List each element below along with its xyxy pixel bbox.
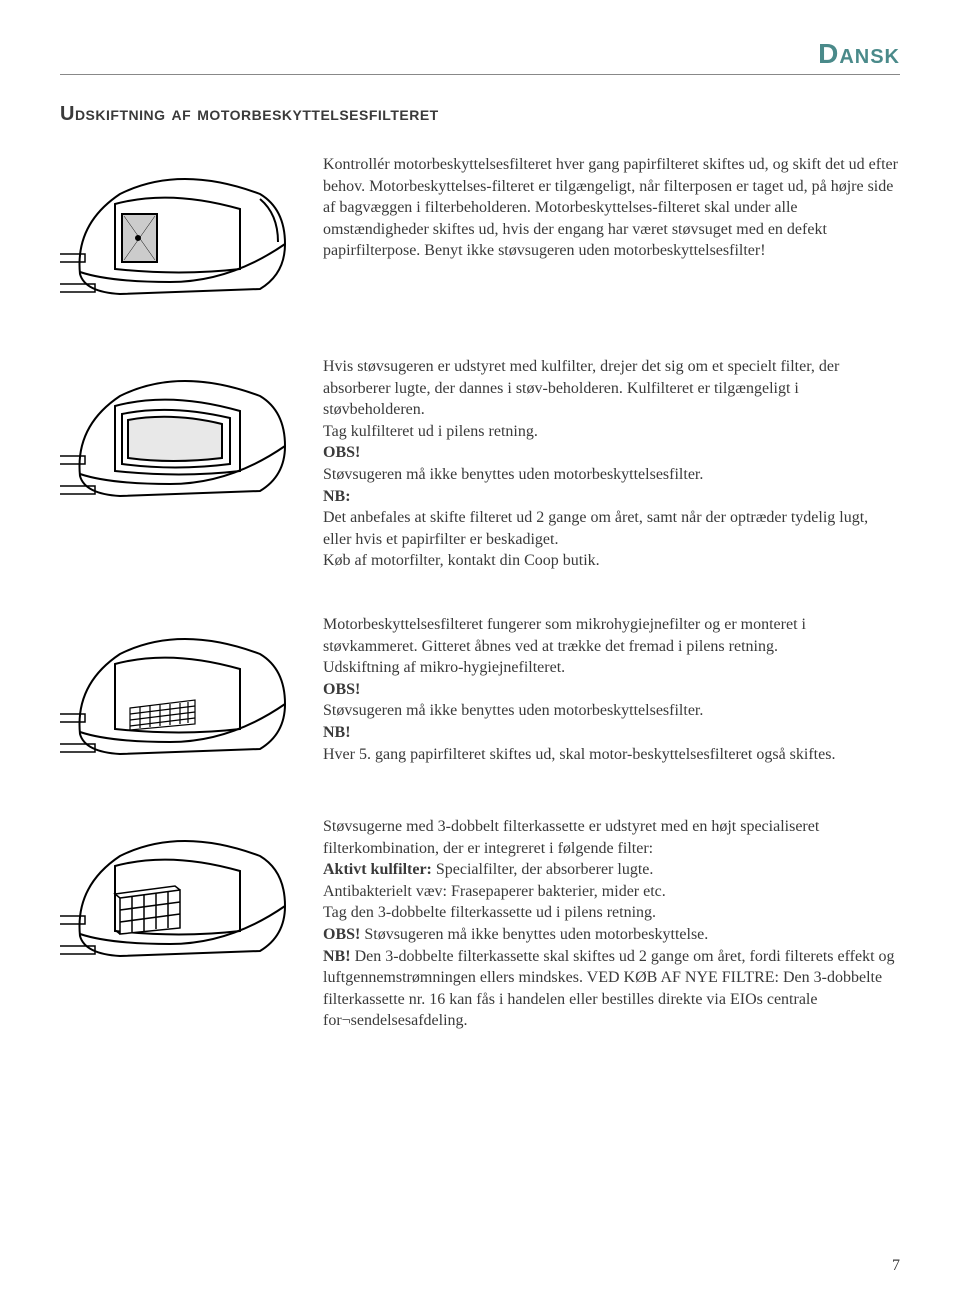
paragraph-tail: Den 3-dobbelte filterkassette skal skift… bbox=[323, 948, 895, 1030]
paragraph: Aktivt kulfilter: Specialfilter, der abs… bbox=[323, 859, 900, 881]
paragraph: NB: bbox=[323, 486, 900, 508]
paragraph: Udskiftning af mikro-hygiejnefilteret. bbox=[323, 657, 900, 679]
page-header: Dansk bbox=[60, 38, 900, 75]
paragraph: OBS! bbox=[323, 442, 900, 464]
paragraph: Hver 5. gang papirfilteret skiftes ud, s… bbox=[323, 744, 900, 766]
paragraph-tail: Specialfilter, der absorberer lugte. bbox=[432, 861, 653, 878]
section-title: Udskiftning af motorbeskyttelsesfilteret bbox=[60, 103, 900, 126]
paragraph: Støvsugeren må ikke benyttes uden motorb… bbox=[323, 464, 900, 486]
paragraph: Støvsugeren må ikke benyttes uden motorb… bbox=[323, 700, 900, 722]
instruction-text-3: Motorbeskyttelsesfilteret fungerer som m… bbox=[323, 614, 900, 765]
bold-label: Aktivt kulfilter: bbox=[323, 861, 432, 878]
paragraph: Det anbefales at skifte filteret ud 2 ga… bbox=[323, 507, 900, 550]
paragraph-tail: Støvsugeren må ikke benyttes uden motorb… bbox=[360, 926, 708, 943]
instruction-text-1: Kontrollér motorbeskyttelsesfilteret hve… bbox=[323, 154, 900, 262]
nb-label: NB! bbox=[323, 724, 351, 741]
paragraph: Støvsugerne med 3-dobbelt filterkassette… bbox=[323, 816, 900, 859]
paragraph: Motorbeskyttelsesfilteret fungerer som m… bbox=[323, 614, 900, 657]
instruction-text-2: Hvis støvsugeren er udstyret med kulfilt… bbox=[323, 356, 900, 572]
paragraph: OBS! Støvsugeren må ikke benyttes uden m… bbox=[323, 924, 900, 946]
instruction-block-1: Kontrollér motorbeskyttelsesfilteret hve… bbox=[60, 154, 900, 314]
paragraph: NB! bbox=[323, 722, 900, 744]
instruction-block-4: Støvsugerne med 3-dobbelt filterkassette… bbox=[60, 816, 900, 1032]
obs-label: OBS! bbox=[323, 926, 360, 943]
instruction-block-2: Hvis støvsugeren er udstyret med kulfilt… bbox=[60, 356, 900, 572]
obs-label: OBS! bbox=[323, 681, 360, 698]
nb-label: NB: bbox=[323, 488, 351, 505]
nb-label: NB! bbox=[323, 948, 351, 965]
obs-label: OBS! bbox=[323, 444, 360, 461]
paragraph: Hvis støvsugeren er udstyret med kulfilt… bbox=[323, 356, 900, 421]
vacuum-illustration-4 bbox=[60, 816, 295, 976]
instruction-text-4: Støvsugerne med 3-dobbelt filterkassette… bbox=[323, 816, 900, 1032]
paragraph: Tag kulfilteret ud i pilens retning. bbox=[323, 421, 900, 443]
paragraph: NB! Den 3-dobbelte filterkassette skal s… bbox=[323, 946, 900, 1032]
paragraph: Antibakterielt væv: Frasepaperer bakteri… bbox=[323, 881, 900, 903]
paragraph: Kontrollér motorbeskyttelsesfilteret hve… bbox=[323, 154, 900, 262]
language-label: Dansk bbox=[818, 38, 900, 69]
paragraph: Køb af motorfilter, kontakt din Coop but… bbox=[323, 550, 900, 572]
page-number: 7 bbox=[892, 1257, 900, 1275]
vacuum-illustration-2 bbox=[60, 356, 295, 516]
paragraph: OBS! bbox=[323, 679, 900, 701]
instruction-block-3: Motorbeskyttelsesfilteret fungerer som m… bbox=[60, 614, 900, 774]
vacuum-illustration-1 bbox=[60, 154, 295, 314]
paragraph: Tag den 3-dobbelte filterkassette ud i p… bbox=[323, 902, 900, 924]
vacuum-illustration-3 bbox=[60, 614, 295, 774]
